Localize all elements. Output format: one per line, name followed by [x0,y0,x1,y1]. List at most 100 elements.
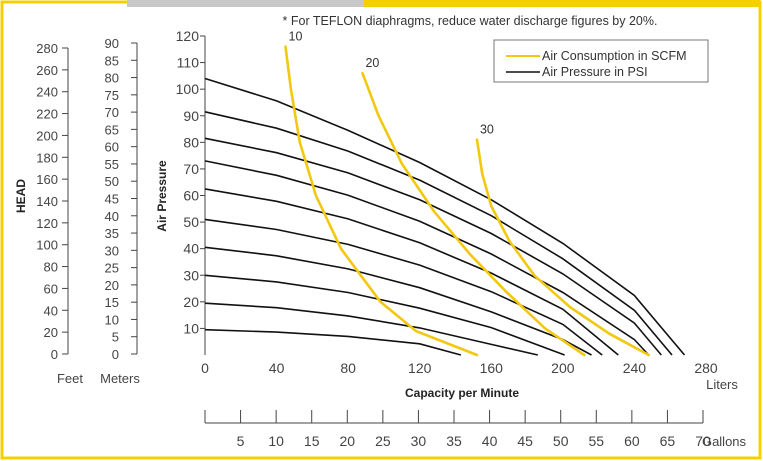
meter-tick-label: 90 [105,36,119,51]
y-tick-label: 40 [183,241,199,257]
gallon-tick-label: 40 [482,433,498,449]
y-tick-label: 80 [183,134,199,150]
gallon-tick-label: 35 [446,433,462,449]
meter-tick-label: 50 [105,174,119,189]
gallon-tick-label: 70 [695,433,711,449]
gallon-tick-label: 55 [588,433,604,449]
feet-tick-label: 180 [36,150,58,165]
plot-area: 10 20 30 40 50 60 70 80 90 100 110 120 0 40 80 120 160 2… [176,28,718,376]
x-tick-label: 240 [623,360,647,376]
feet-tick-label: 240 [36,85,58,100]
feet-tick-label: 220 [36,107,58,122]
gallon-tick-label: 50 [553,433,569,449]
meter-tick-label: 55 [105,157,119,172]
y-tick-label: 70 [183,161,199,177]
y-tick-label: 110 [177,55,200,71]
meter-tick-label: 80 [105,71,119,86]
consumption-curve-30 [475,138,650,357]
y-tick-label: 120 [176,28,200,44]
feet-label: Feet [57,371,83,386]
liters-label: Liters [706,377,738,392]
meter-tick-label: 30 [105,243,119,258]
pressure-curve-30 [204,274,565,356]
consumption-curve-20 [361,71,586,357]
y-tick-label: 90 [183,108,199,124]
consumption-label-10: 10 [289,30,303,44]
top-bar-yellow [364,0,760,7]
meters-label: Meters [100,371,140,386]
feet-tick-label: 280 [36,41,58,56]
feet-tick-label: 80 [44,260,58,275]
feet-tick-label: 260 [36,63,58,78]
x-tick-label: 280 [694,360,718,376]
gallons-label: Gallons [702,434,747,449]
gallon-tick-label: 15 [304,433,320,449]
x-tick-label: 40 [269,360,285,376]
feet-tick-label: 100 [36,238,58,253]
y-tick-label: 20 [183,294,199,310]
consumption-label-30: 30 [480,123,494,137]
consumption-curves [284,45,650,357]
pressure-curve-50 [204,218,603,356]
meter-axis: 0 5 10 15 20 25 30 35 40 45 50 55 60 65 70 75 80 85 90 [105,36,138,362]
x-tick-label: 200 [551,360,575,376]
feet-tick-label: 20 [44,325,58,340]
meter-tick-label: 35 [105,226,119,241]
y-tick-label: 10 [183,320,199,336]
meter-tick-label: 10 [105,312,119,327]
gallon-tick-label: 30 [411,433,427,449]
gallon-tick-label: 25 [375,433,391,449]
gallon-tick-label: 65 [660,433,676,449]
meter-tick-label: 60 [105,140,119,155]
gallon-tick-label: 5 [237,433,245,449]
feet-tick-label: 40 [44,303,58,318]
meter-tick-label: 25 [105,261,119,276]
y-tick-label: 60 [183,188,199,204]
meter-tick-label: 20 [105,278,119,293]
y-tick-label: 100 [176,81,200,97]
legend-pressure: Air Pressure in PSI [542,65,648,79]
meter-tick-label: 0 [112,347,119,362]
x-tick-label: 120 [408,360,432,376]
feet-tick-label: 60 [44,281,58,296]
y-axis-label: Air Pressure [155,160,169,232]
x-tick-label: 160 [480,360,504,376]
meter-tick-label: 65 [105,122,119,137]
x-axis: 0 40 80 120 160 200 240 280 [201,360,718,376]
consumption-labels: 10 20 30 [289,30,494,137]
feet-tick-label: 160 [36,172,58,187]
meter-tick-label: 45 [105,192,119,207]
meter-tick-label: 75 [105,88,119,103]
pressure-curve-60 [204,188,619,356]
y-tick-label: 50 [183,214,199,230]
feet-axis: 0 20 40 60 80 100 120 140 160 180 200 220 240 260 280 [36,41,69,362]
meter-tick-label: 15 [105,295,119,310]
gallon-tick-label: 20 [339,433,355,449]
meter-tick-label: 70 [105,105,119,120]
pressure-curve-80 [204,137,662,356]
gallon-tick-label: 60 [624,433,640,449]
pressure-curve-90 [204,111,673,356]
top-bar-gray [127,0,364,7]
gallon-axis: 5 10 15 20 25 30 35 40 45 50 55 60 65 70 [204,410,711,449]
consumption-curve-10 [284,45,479,357]
x-axis-label: Capacity per Minute [405,386,519,400]
pressure-curve-100 [204,77,686,356]
pressure-curve-20 [204,302,538,356]
pressure-curve-10 [204,328,462,356]
legend-box [493,39,709,83]
feet-tick-label: 0 [51,347,58,362]
consumption-label-20: 20 [365,56,379,70]
chart-note: * For TEFLON diaphragms, reduce water di… [283,14,658,28]
y-axis: 10 20 30 40 50 60 70 80 90 100 110 120 [176,28,206,355]
legend-consumption: Air Consumption in SCFM [542,49,687,63]
head-label: HEAD [14,179,28,213]
gallon-tick-label: 10 [268,433,284,449]
feet-tick-label: 200 [36,128,58,143]
y-tick-label: 30 [183,267,199,283]
meter-tick-label: 85 [105,53,119,68]
x-tick-label: 80 [340,360,356,376]
meter-tick-label: 5 [112,330,119,345]
feet-tick-label: 140 [36,194,58,209]
